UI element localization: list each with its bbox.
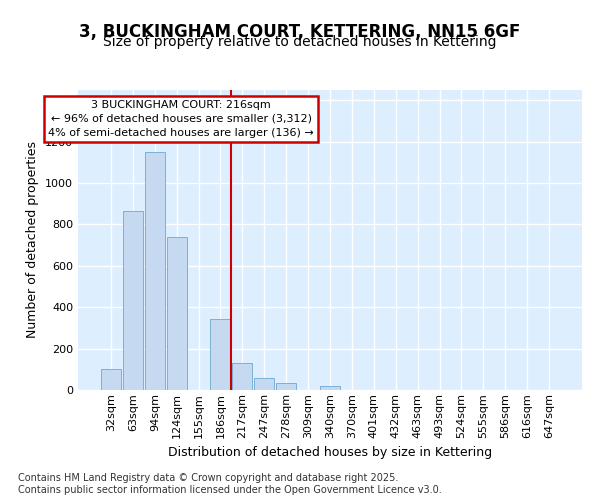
Bar	[276, 384, 296, 390]
Bar	[167, 237, 187, 390]
Bar	[101, 370, 121, 390]
Text: 3, BUCKINGHAM COURT, KETTERING, NN15 6GF: 3, BUCKINGHAM COURT, KETTERING, NN15 6GF	[79, 22, 521, 40]
Bar	[211, 318, 230, 390]
Text: Contains HM Land Registry data © Crown copyright and database right 2025.
Contai: Contains HM Land Registry data © Crown c…	[18, 474, 442, 495]
Bar	[232, 363, 253, 390]
Text: Size of property relative to detached houses in Kettering: Size of property relative to detached ho…	[103, 35, 497, 49]
Bar	[254, 378, 274, 390]
X-axis label: Distribution of detached houses by size in Kettering: Distribution of detached houses by size …	[168, 446, 492, 459]
Text: 3 BUCKINGHAM COURT: 216sqm
← 96% of detached houses are smaller (3,312)
4% of se: 3 BUCKINGHAM COURT: 216sqm ← 96% of deta…	[48, 100, 314, 138]
Bar	[145, 152, 165, 390]
Bar	[320, 386, 340, 390]
Y-axis label: Number of detached properties: Number of detached properties	[26, 142, 40, 338]
Bar	[123, 211, 143, 390]
